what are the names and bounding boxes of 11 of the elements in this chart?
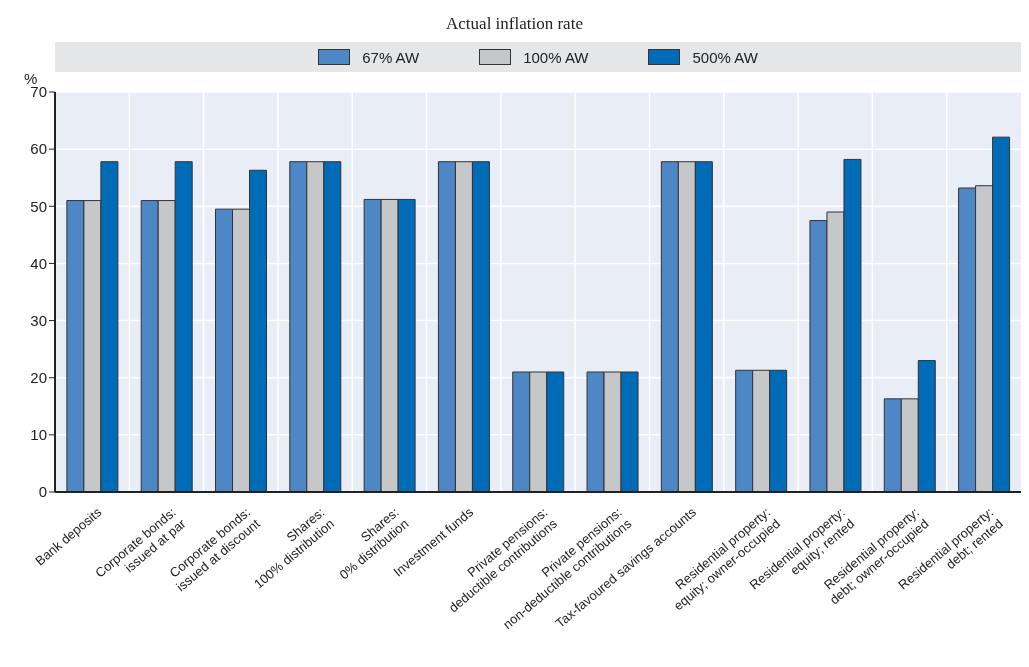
y-tick-label: 20: [30, 369, 47, 387]
y-tick-label: 0: [38, 483, 47, 501]
y-tick-label: 40: [30, 254, 47, 272]
legend-label: 100% AW: [523, 48, 589, 66]
legend-label: 67% AW: [362, 48, 420, 66]
chart-title: Actual inflation rate: [445, 14, 584, 35]
legend-label: 500% AW: [692, 48, 758, 66]
y-tick-label: 10: [30, 426, 47, 444]
y-tick-label: 30: [30, 311, 47, 329]
y-tick-label: 60: [30, 140, 47, 158]
y-tick-label: 50: [30, 197, 47, 215]
